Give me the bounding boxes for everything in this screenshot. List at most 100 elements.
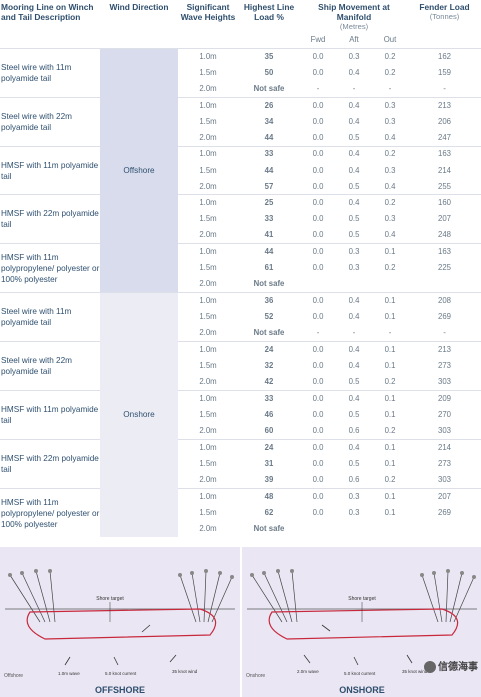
ship-out: 0.1 <box>372 438 409 456</box>
ship-aft: 0.4 <box>348 116 360 126</box>
offshore-shore-target: Shore target <box>96 596 124 602</box>
offshore-bollards <box>8 569 234 579</box>
line-load: 33 <box>238 145 300 163</box>
ship-out: - <box>388 83 392 93</box>
header-row: Mooring Line on Winch and Tail Descripti… <box>0 0 481 32</box>
onshore-mooring-diagram: Shore target 2.0m wave 5.0 knot current … <box>247 569 477 676</box>
fender-load: - <box>443 83 446 93</box>
fender-load: 207 <box>438 214 452 224</box>
line-load: 50 <box>264 67 274 77</box>
table-row: Steel wire with 11m polyamide tail Offsho… <box>0 47 481 293</box>
ship-fwd: 0.0 <box>312 116 324 126</box>
ship-out: 0.1 <box>372 243 409 261</box>
ship-aft: 0.6 <box>348 474 360 484</box>
ship-aft: 0.5 <box>348 230 360 240</box>
table-row: 1.5m 32 0.0 0.4 0.1 273 <box>0 358 481 374</box>
offshore-current-label: 5.0 knot current <box>105 671 137 676</box>
header-wind: Wind Direction <box>109 2 169 12</box>
mooring-description: Steel wire with 22m polyamide tail <box>0 96 100 147</box>
ship-aft: - <box>352 328 356 338</box>
fender-load <box>408 521 481 537</box>
ship-aft: 0.4 <box>336 341 372 358</box>
ship-aft: 0.5 <box>348 409 360 419</box>
ship-out: 0.3 <box>384 165 396 175</box>
fender-load: 213 <box>408 96 481 114</box>
ship-fwd: 0.0 <box>312 458 324 468</box>
table-row: Steel wire with 22m polyamide tail 1.0m 26… <box>0 96 481 147</box>
table-row: HMSF with 11m polyamide tail 1.0m 33 0.0 0.4… <box>0 390 481 440</box>
fender-load: 162 <box>408 47 481 65</box>
table-row: Steel wire with 11m polyamide tail Onshor… <box>0 292 481 538</box>
line-load: Not safe <box>253 328 285 338</box>
wave-height: 1.5m <box>199 214 217 224</box>
ship-aft <box>336 521 372 537</box>
line-load: 52 <box>264 312 274 322</box>
ship-out: 0.2 <box>372 145 409 163</box>
line-load: 26 <box>238 96 300 114</box>
ship-out: 0.3 <box>372 96 409 114</box>
ship-aft: 0.5 <box>348 181 360 191</box>
header-aft: Aft <box>349 34 359 44</box>
table-row: 2.0m Not safe <box>0 521 481 537</box>
fender-load: 269 <box>438 507 452 517</box>
onshore-arrows <box>303 624 413 666</box>
table-row: 2.0m Not safe - - - - <box>0 81 481 97</box>
table-row: 1.5m 44 0.0 0.4 0.3 214 <box>0 162 481 178</box>
wave-height: 1.0m <box>178 243 238 261</box>
onshore-current-label: 5.0 knot current <box>344 671 376 676</box>
mooring-description: HMSF with 11m polypropylene/ polyester o… <box>0 487 100 538</box>
wave-height: 1.5m <box>199 409 217 419</box>
wave-height: 1.0m <box>178 47 238 65</box>
onshore-caption: ONSHORE <box>339 685 385 695</box>
wind-onshore: Onshore <box>100 292 178 538</box>
wind-offshore: Offshore <box>100 47 178 293</box>
wave-height: 1.0m <box>178 438 238 456</box>
wave-height: 1.5m <box>199 458 217 468</box>
ship-out: 0.4 <box>384 230 396 240</box>
offshore-mooring-diagram: Shore target 1.0m wave 5.0 knot current … <box>5 569 235 676</box>
table-row: 1.5m 50 0.0 0.4 0.2 159 <box>0 65 481 81</box>
ship-out: 0.3 <box>384 214 396 224</box>
ship-aft: - <box>352 83 356 93</box>
wave-height: 1.0m <box>178 292 238 310</box>
ship-out: 0.2 <box>384 67 396 77</box>
ship-out: 0.4 <box>384 181 396 191</box>
table-row: 2.0m 44 0.0 0.5 0.4 247 <box>0 130 481 146</box>
ship-aft: 0.4 <box>348 361 360 371</box>
wave-height: 2.0m <box>199 426 217 436</box>
onshore-wind-label: 35 knot wind <box>402 669 428 674</box>
wave-height: 1.0m <box>178 145 238 163</box>
ship-fwd: 0.0 <box>312 409 324 419</box>
header-subrow: Fwd Aft Out <box>0 32 481 48</box>
wave-height: 1.5m <box>199 312 217 322</box>
ship-fwd: 0.0 <box>300 292 336 310</box>
wave-height: 1.5m <box>199 67 217 77</box>
ship-out: 0.1 <box>384 507 396 517</box>
ship-fwd <box>300 276 336 292</box>
fender-load: 159 <box>438 67 452 77</box>
wave-height: 1.5m <box>199 361 217 371</box>
ship-aft: 0.5 <box>348 377 360 387</box>
watermark: 信德海事 <box>424 658 478 673</box>
fender-load: - <box>443 328 446 338</box>
ship-fwd: 0.0 <box>300 438 336 456</box>
wave-height: 1.0m <box>178 487 238 505</box>
table-row: 1.5m 34 0.0 0.4 0.3 206 <box>0 113 481 129</box>
wave-height: 2.0m <box>199 377 217 387</box>
line-load: 44 <box>238 243 300 261</box>
ship-fwd: 0.0 <box>312 426 324 436</box>
ship-fwd: 0.0 <box>312 165 324 175</box>
table-row: 2.0m Not safe <box>0 276 481 292</box>
ship-aft: 0.3 <box>348 263 360 273</box>
fender-load: 207 <box>408 487 481 505</box>
offshore-panel-label: Offshore <box>4 673 24 679</box>
line-load: 57 <box>264 181 274 191</box>
fender-load: 213 <box>408 341 481 358</box>
ship-fwd: 0.0 <box>312 214 324 224</box>
ship-out: 0.3 <box>384 116 396 126</box>
ship-aft: 0.3 <box>348 507 360 517</box>
wechat-icon <box>424 661 436 673</box>
fender-load: 163 <box>408 243 481 261</box>
line-load: Not safe <box>253 524 285 534</box>
fender-load: 247 <box>438 132 452 142</box>
